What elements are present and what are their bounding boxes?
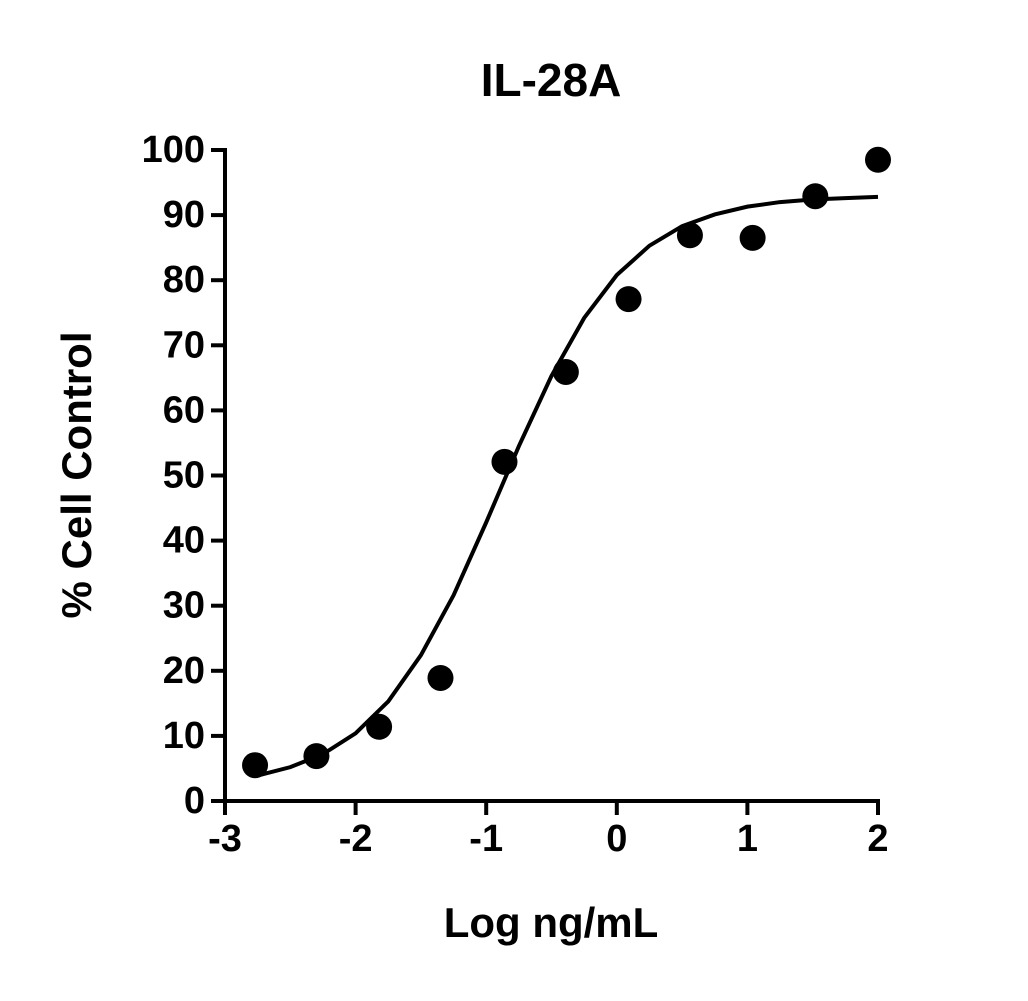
data-point [615, 286, 642, 313]
x-tick-label: 2 [867, 818, 888, 860]
y-tick-label: 20 [163, 650, 205, 692]
y-tick-label: 80 [163, 259, 205, 301]
data-point [242, 752, 269, 779]
y-tick-label: 10 [163, 715, 205, 757]
y-tick-label: 70 [163, 324, 205, 366]
y-tick-label: 30 [163, 585, 205, 627]
y-tick-label: 100 [142, 129, 205, 171]
data-point [865, 146, 891, 173]
y-tick-label: 60 [163, 389, 205, 431]
fit-curve [257, 194, 879, 778]
x-tick-label: 0 [606, 818, 627, 860]
data-point [739, 224, 766, 251]
data-point [427, 664, 454, 691]
y-tick-label: 0 [184, 780, 205, 822]
chart-title: IL-28A [481, 54, 622, 106]
data-point [676, 222, 703, 249]
x-axis-label: Log ng/mL [444, 899, 659, 946]
x-tick-label: -1 [469, 818, 503, 860]
data-point [366, 713, 393, 740]
y-tick-label: 40 [163, 520, 205, 562]
x-tick-label: 1 [737, 818, 758, 860]
y-axis-label: % Cell Control [53, 331, 100, 618]
y-tick-label: 90 [163, 194, 205, 236]
x-tick-label: -2 [339, 818, 373, 860]
y-tick-label: 50 [163, 455, 205, 497]
x-tick-label: -3 [208, 818, 242, 860]
data-point [802, 183, 829, 210]
